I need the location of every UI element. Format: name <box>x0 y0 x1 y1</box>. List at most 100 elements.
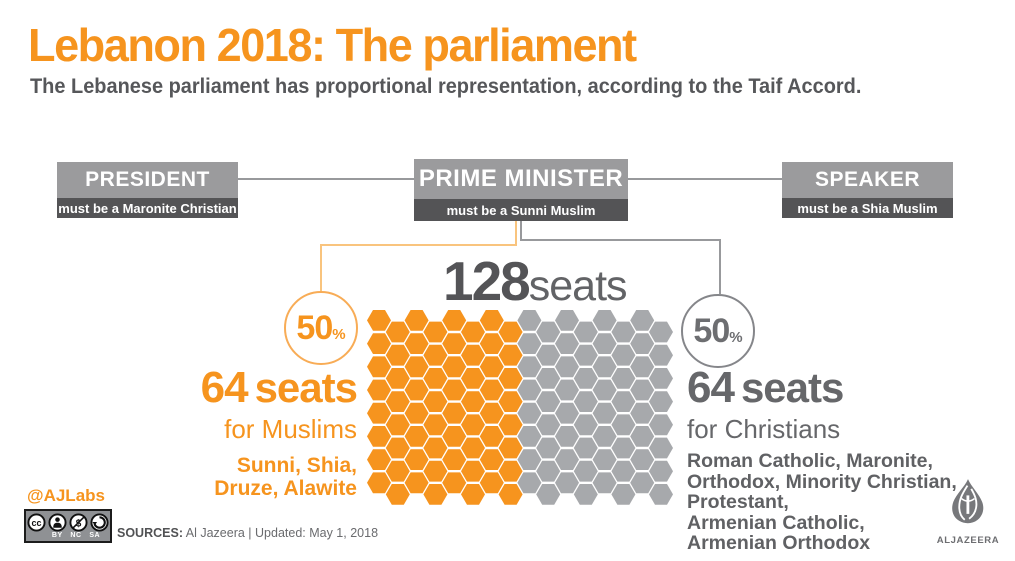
seat-hexagon-muslim <box>498 460 523 482</box>
seat-hexagon-christian <box>517 356 542 378</box>
seat-hexagon-muslim <box>367 310 391 331</box>
muslim-for-label: for Muslims <box>224 414 357 444</box>
christian-for-label: for Christians <box>687 414 841 444</box>
seat-hexagon-muslim <box>442 333 467 354</box>
seat-hexagon-christian <box>536 460 561 482</box>
seat-hexagon-christian <box>611 484 636 505</box>
president-rule: must be a Maronite Christian <box>57 198 238 218</box>
seat-hexagon-christian <box>611 460 636 482</box>
seat-hexagon-muslim <box>479 426 504 447</box>
seat-hexagon-muslim <box>404 402 429 424</box>
cc-license-labels: BY NC SA <box>26 532 110 539</box>
seat-hexagon-muslim <box>498 344 523 366</box>
muslim-percent-badge: 50% <box>284 291 358 365</box>
seat-hexagon-christian <box>555 449 579 470</box>
christian-percent-badge: 50% <box>681 294 755 368</box>
seat-hexagon-muslim <box>442 472 467 494</box>
cc-label-by: BY <box>51 532 63 539</box>
cc-label-nc: NC <box>70 532 82 539</box>
cc-label-sa: SA <box>89 532 101 539</box>
prime-minister-box: PRIME MINISTER must be a Sunni Muslim <box>414 159 628 221</box>
seat-hexagon-muslim <box>367 449 391 470</box>
seat-hexagon-christian <box>649 460 673 482</box>
ajlabs-credit: @AJLabs <box>27 486 105 505</box>
connector-orange-horizontal <box>320 244 517 246</box>
seat-hexagon-christian <box>630 379 655 401</box>
seat-hexagon-muslim <box>442 356 467 378</box>
seat-hexagon-muslim <box>385 368 410 389</box>
seat-hexagon-muslim <box>442 449 467 470</box>
cc-by-person-icon <box>48 513 67 532</box>
seat-hexagon-christian <box>611 321 636 343</box>
seat-hexagon-muslim <box>423 368 448 389</box>
page-subtitle: The Lebanese parliament has proportional… <box>30 75 862 98</box>
seat-hexagon-christian <box>630 356 655 378</box>
connector-pm-speaker <box>628 178 782 180</box>
seat-hexagon-muslim <box>442 310 467 331</box>
seat-hexagon-muslim <box>498 368 523 389</box>
seat-hexagon-muslim <box>367 472 391 494</box>
seat-hexagon-muslim <box>423 321 448 343</box>
seat-hexagon-muslim <box>461 414 485 436</box>
connector-gray-vertical-bottom <box>719 241 721 294</box>
seat-hexagon-christian <box>573 321 598 343</box>
seat-hexagon-christian <box>630 426 655 447</box>
seat-hexagon-christian <box>573 368 598 389</box>
seat-hexagon-christian <box>630 310 655 331</box>
seat-hexagon-muslim <box>461 368 485 389</box>
seat-hexagon-muslim <box>367 379 391 401</box>
seat-hexagon-christian <box>592 402 617 424</box>
seat-hexagon-muslim <box>423 460 448 482</box>
seat-hexagon-christian <box>630 449 655 470</box>
seat-grid-chart <box>367 310 673 505</box>
seat-hexagon-muslim <box>498 437 523 459</box>
seat-hexagon-muslim <box>479 356 504 378</box>
christian-seats-block: 64 seats for Christians Roman Catholic, … <box>687 363 992 554</box>
seat-hexagon-muslim <box>498 414 523 436</box>
seat-hexagon-muslim <box>404 356 429 378</box>
seat-hexagon-muslim <box>385 391 410 412</box>
aljazeera-logo: ALJAZEERA <box>936 478 1000 546</box>
sources-label: SOURCES: <box>117 526 183 540</box>
seat-hexagon-muslim <box>461 460 485 482</box>
christian-groups-line: Protestant, <box>687 491 789 513</box>
president-title: PRESIDENT <box>57 162 238 198</box>
seat-hexagon-christian <box>592 356 617 378</box>
president-box: PRESIDENT must be a Maronite Christian <box>57 162 238 218</box>
seat-hexagon-christian <box>592 426 617 447</box>
seat-hexagon-christian <box>555 402 579 424</box>
christian-groups-line: Armenian Orthodox <box>687 532 871 554</box>
cc-license-badge: cc $ BY NC SA <box>24 509 112 543</box>
connector-orange-vertical-top <box>515 221 517 246</box>
christian-percent-value: 50 <box>693 311 730 350</box>
muslim-seats-block: 64 seats for Muslims Sunni, Shia, Druze,… <box>97 363 358 500</box>
seat-hexagon-muslim <box>442 379 467 401</box>
seat-hexagon-muslim <box>479 449 504 470</box>
seat-hexagon-christian <box>555 472 579 494</box>
seat-hexagon-christian <box>536 344 561 366</box>
muslim-groups: Sunni, Shia, Druze, Alawite <box>97 454 357 500</box>
seat-hexagon-christian <box>573 460 598 482</box>
seat-hexagon-muslim <box>367 402 391 424</box>
page-title: Lebanon 2018: The parliament <box>28 19 637 71</box>
seat-hexagon-christian <box>611 391 636 412</box>
christian-groups-line: Armenian Catholic, <box>687 511 865 534</box>
muslim-seats-count: 64 <box>200 363 249 412</box>
seat-hexagon-christian <box>555 356 579 378</box>
seat-hexagon-muslim <box>404 426 429 447</box>
seat-hexagon-christian <box>536 391 561 412</box>
cc-license-icons: cc $ <box>27 513 109 532</box>
seat-hexagon-christian <box>573 484 598 505</box>
seat-hexagon-muslim <box>367 356 391 378</box>
seat-hexagon-christian <box>555 333 579 354</box>
seat-hexagon-christian <box>536 321 561 343</box>
christian-percent-sign: % <box>729 328 743 346</box>
seat-hexagon-muslim <box>423 344 448 366</box>
seat-hexagon-christian <box>536 437 561 459</box>
seat-hexagon-christian <box>611 414 636 436</box>
seat-hexagon-muslim <box>385 437 410 459</box>
seat-hexagon-christian <box>555 379 579 401</box>
seat-hexagon-christian <box>573 437 598 459</box>
seat-hexagon-muslim <box>385 460 410 482</box>
